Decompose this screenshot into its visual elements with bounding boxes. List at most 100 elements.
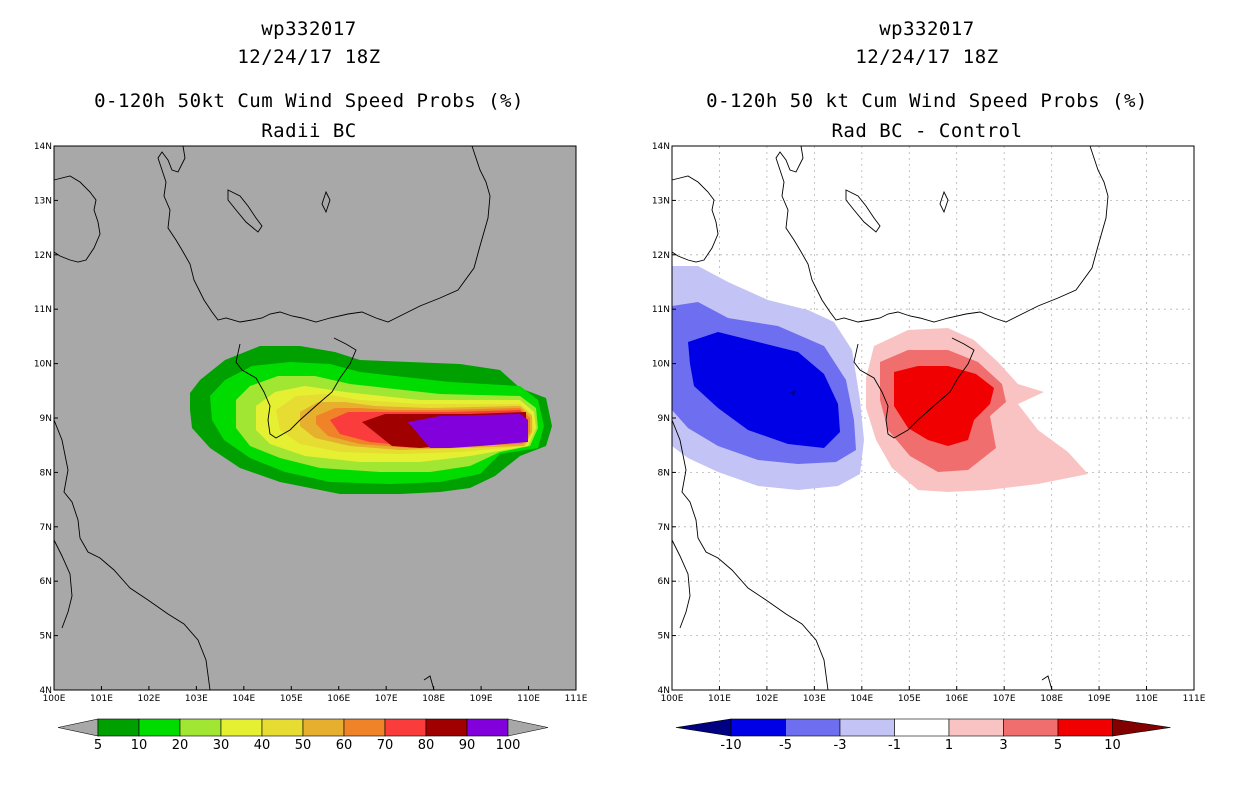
colorbar-label: 10 (1104, 738, 1121, 753)
lat-tick-label: 11N (34, 305, 52, 315)
lon-tick-label: 104E (232, 694, 255, 704)
left-probability-swath (190, 346, 552, 494)
lat-tick-label: 7N (40, 523, 52, 533)
colorbar-label: -3 (834, 738, 847, 753)
colorbar-segment (730, 718, 786, 737)
lon-tick-label: 110E (1135, 694, 1158, 704)
coast-gulf-south (671, 419, 829, 691)
lon-tick-label: 108E (422, 694, 445, 704)
colorbar-segment (261, 718, 304, 737)
colorbar-label: 90 (459, 738, 476, 753)
colorbar-label: 100 (496, 738, 521, 753)
colorbar-label: 20 (172, 738, 189, 753)
coast-delta (235, 337, 357, 439)
lat-tick-label: 9N (40, 414, 52, 424)
colorbar-label: -5 (779, 738, 792, 753)
colorbar-label: 3 (999, 738, 1007, 753)
right-axis-ticks: 100E 101E 102E 103E 104E 105E 106E 107E 108E 109E… (652, 142, 1206, 704)
coast-gulf-west (671, 539, 691, 629)
lon-tick-label: 102E (755, 694, 778, 704)
lat-tick-label: 12N (652, 251, 670, 261)
colorbar-segment (948, 718, 1004, 737)
lon-tick-label: 101E (708, 694, 731, 704)
left-map-svg: 100E 101E 102E 103E 104E 105E 106E 107E 108E 109E… (34, 142, 588, 753)
colorbar-segment (220, 718, 263, 737)
lat-tick-label: 4N (658, 686, 670, 696)
coast-gulf-south (53, 419, 211, 691)
island-north (939, 190, 949, 214)
lat-tick-label: 10N (34, 360, 52, 370)
left-coastlines (53, 145, 491, 691)
lat-tick-label: 7N (658, 523, 670, 533)
lon-tick-label: 109E (1088, 694, 1111, 704)
lat-tick-label: 4N (40, 686, 52, 696)
colorbar-label: 30 (213, 738, 230, 753)
lon-tick-label: 106E (945, 694, 968, 704)
colorbar-segment (785, 718, 841, 737)
colorbar-segment (384, 718, 427, 737)
colorbar-label: 5 (1054, 738, 1062, 753)
left-axis-ticks: 100E 101E 102E 103E 104E 105E 106E 107E 108E 109E… (34, 142, 588, 704)
colorbar-lower-arrow (57, 718, 99, 737)
lon-tick-label: 107E (993, 694, 1016, 704)
colorbar-segment (1057, 718, 1113, 737)
coast-delta (853, 337, 975, 439)
right-product-title: 0-120h 50 kt Cum Wind Speed Probs (%) (706, 90, 1148, 112)
right-positive-diff (866, 328, 1088, 492)
diff-contour-neg10 (790, 390, 796, 396)
colorbar-label: 70 (377, 738, 394, 753)
left-valid-time: 12/24/17 18Z (237, 46, 381, 68)
colorbar-label: 1 (945, 738, 953, 753)
right-map-svg: 100E 101E 102E 103E 104E 105E 106E 107E 108E 109E… (652, 142, 1206, 753)
lon-tick-label: 111E (565, 694, 588, 704)
right-map-panel: wp332017 12/24/17 18Z 0-120h 50 kt Cum W… (618, 0, 1236, 800)
colorbar-label: 50 (295, 738, 312, 753)
colorbar-upper-arrow (507, 718, 549, 737)
island-north (321, 190, 331, 214)
lake (845, 189, 881, 233)
colorbar-segment (894, 718, 950, 737)
lon-tick-label: 102E (137, 694, 160, 704)
colorbar-segment (97, 718, 140, 737)
coast-peninsula (671, 175, 719, 263)
lon-tick-label: 111E (1183, 694, 1206, 704)
lon-tick-label: 103E (803, 694, 826, 704)
lat-tick-label: 6N (658, 577, 670, 587)
lon-tick-label: 107E (375, 694, 398, 704)
colorbar-label: -10 (720, 738, 741, 753)
right-negative-diff (672, 266, 864, 490)
left-product-title: 0-120h 50kt Cum Wind Speed Probs (%) (94, 90, 524, 112)
coast-peninsula (53, 175, 101, 263)
left-subtitle: Radii BC (261, 120, 357, 142)
lat-tick-label: 9N (658, 414, 670, 424)
lat-tick-label: 13N (652, 196, 670, 206)
lon-tick-label: 100E (661, 694, 684, 704)
diff-contour-pos5 (894, 366, 994, 446)
island-south (423, 675, 435, 691)
lat-tick-label: 10N (652, 360, 670, 370)
lat-tick-label: 8N (40, 468, 52, 478)
lat-tick-label: 14N (652, 142, 670, 152)
left-map-area: 100E 101E 102E 103E 104E 105E 106E 107E 108E 109E… (34, 142, 588, 704)
right-map-area: 100E 101E 102E 103E 104E 105E 106E 107E 108E 109E… (652, 142, 1206, 704)
diff-contour-neg5 (688, 332, 840, 448)
colorbar-segment (839, 718, 895, 737)
colorbar-segment (466, 718, 509, 737)
lat-tick-label: 11N (652, 305, 670, 315)
coast-gulf-west (53, 539, 73, 629)
colorbar-label: 80 (418, 738, 435, 753)
lat-tick-label: 8N (658, 468, 670, 478)
lon-tick-label: 110E (517, 694, 540, 704)
right-coastlines (671, 145, 1109, 691)
colorbar-label: 60 (336, 738, 353, 753)
lon-tick-label: 105E (898, 694, 921, 704)
lon-tick-label: 100E (43, 694, 66, 704)
colorbar-upper-arrow (1112, 718, 1171, 737)
lon-tick-label: 103E (185, 694, 208, 704)
island-south (1041, 675, 1053, 691)
coast-mainland (775, 145, 1109, 323)
colorbar-label: 5 (94, 738, 102, 753)
lat-tick-label: 6N (40, 577, 52, 587)
lon-tick-label: 108E (1040, 694, 1063, 704)
lat-tick-label: 13N (34, 196, 52, 206)
